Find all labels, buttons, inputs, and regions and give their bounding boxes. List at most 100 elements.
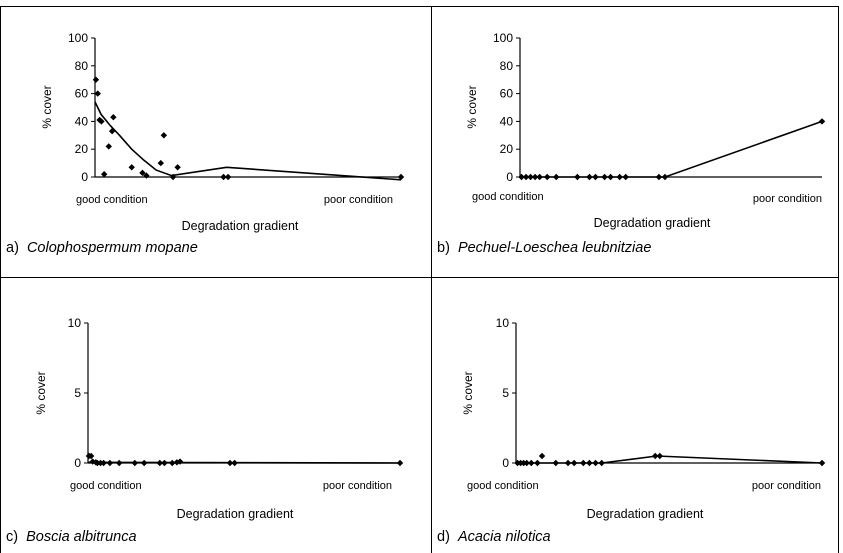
panel-b-good-condition-label: good condition [472,191,544,203]
panel-b-y-tick-label: 80 [500,59,514,73]
panel-b-y-tick-label: 100 [493,31,513,45]
panel-b-caption: b) Pechuel-Loeschea leubnitziae [437,240,651,256]
panel-a-data-point [92,76,100,83]
panel-a-y-ticks: 0 20 40 60 80 100 [68,31,95,184]
panel-c-y-tick-label: 10 [68,316,82,330]
panel-d-data-point [538,452,546,460]
panel-c-y-tick-label: 5 [74,386,81,400]
panel-a-y-tick-label: 0 [81,170,88,184]
panel-b-caption-letter: b) [437,240,450,256]
panel-c-data-point [116,459,123,467]
panel-d-poor-condition-label: poor condition [752,480,821,492]
panel-b-y-ticks: 0 20 40 60 80 100 [493,31,520,184]
panel-a-caption-species: Colophospermum mopane [27,240,198,256]
panel-d-data-point [534,459,541,467]
panel-b-caption-species: Pechuel-Loeschea leubnitziae [458,240,651,256]
panel-c-data-point [140,459,148,467]
panel-c-caption-letter: c) [6,529,18,545]
panel-b-data-point [531,173,539,181]
panel-a-data-point [224,173,232,181]
panel-a-data-point [110,114,117,121]
panel-b-poor-condition-label: poor condition [753,193,822,205]
panel-d-x-axis-label: Degradation gradient [587,507,704,521]
panel-d-data-point [528,459,535,467]
panel-d-caption-species: Acacia nilotica [457,529,551,545]
panel-b-data-point [622,173,629,181]
panel-c-axes [87,323,400,464]
panel-d-y-ticks: 0 5 10 [496,316,516,470]
panel-a-data-point [174,164,181,171]
panel-c-poor-condition-label: poor condition [323,480,392,492]
panel-a-y-tick-label: 100 [68,31,88,45]
panel-c-data-point [231,459,238,467]
panel-a-data-point [108,127,116,135]
panel-d-data-point [564,459,572,467]
panel-a-good-condition-label: good condition [76,194,148,206]
panel-b-data-point [655,173,663,181]
panel-a-data-point [94,90,101,97]
panel-b-data-point [586,173,593,181]
panel-b-y-tick-label: 0 [506,170,513,184]
panel-a-trend-line [94,101,402,181]
panel-d-data-point [592,459,599,467]
panel-c-data-point [161,459,168,467]
panel-b-data-point [522,173,530,181]
panel-a-data-point [139,169,146,177]
panel-c-data-point [396,459,404,467]
panel-d-data-point [552,459,559,467]
panel-c-data-point [156,459,163,467]
panel-b-data-point [543,173,551,181]
panel-d: 0 5 10 % cover good condition poor conditi… [437,316,826,545]
panel-d-y-tick-label: 5 [502,386,509,400]
panel-d-y-tick-label: 10 [496,316,510,330]
panel-d-good-condition-label: good condition [467,480,539,492]
panel-a-data-point [100,171,108,178]
panel-c-marks [85,452,404,467]
panel-a-y-tick-label: 80 [75,59,89,73]
panel-d-data-point [818,459,826,467]
panel-a-data-point [157,159,164,167]
panel-d-axes [515,323,822,464]
panel-b-data-point [574,173,581,181]
panel-a-marks [92,76,405,181]
panel-c: 0 5 10 % cover good condition poor conditi… [6,316,404,545]
panel-d-caption: d) Acacia nilotica [437,529,551,545]
panel-a-y-axis-label: % cover [40,85,54,128]
panel-c-y-ticks: 0 5 10 [68,316,88,470]
panel-d-data-point [656,452,664,460]
panel-a-data-point [98,118,105,125]
panel-a-data-point [220,173,227,181]
panel-a-y-tick-label: 60 [75,87,89,101]
panel-a-poor-condition-label: poor condition [324,194,393,206]
panel-a-data-point [143,172,150,179]
panel-c-data-point [106,459,114,467]
panel-d-data-point [523,459,530,467]
panel-c-data-point [100,459,107,467]
panel-d-y-axis-label: % cover [461,371,475,414]
panel-b-axes [519,38,822,178]
panel-c-y-axis-label: % cover [34,371,48,414]
panel-d-caption-letter: d) [437,529,450,545]
panel-a: 0 20 40 60 80 100 % cover good condition poor… [6,31,405,256]
panel-a-caption: a) Colophospermum mopane [6,240,198,256]
panel-d-data-point [570,459,578,467]
panel-a-axes [94,38,401,178]
panel-a-data-point [128,164,135,171]
panel-b-data-point [536,173,543,181]
panel-b-data-point [661,173,669,181]
panel-c-data-point [131,459,138,467]
panel-a-data-point [105,143,112,150]
panel-b-x-axis-label: Degradation gradient [594,216,711,230]
panel-c-data-point [176,458,184,465]
panel-b-y-tick-label: 40 [500,114,514,128]
panel-c-data-point [169,459,176,467]
panel-c-data-point [226,459,234,467]
panel-a-data-point [96,116,103,124]
panel-c-caption: c) Boscia albitrunca [6,529,137,545]
panel-d-data-point [598,459,605,467]
panel-b-data-point [607,173,614,181]
panel-c-good-condition-label: good condition [70,480,142,492]
panel-b-data-point [553,173,560,181]
panel-b-y-axis-label: % cover [465,85,479,128]
panel-b-data-point [518,173,525,181]
